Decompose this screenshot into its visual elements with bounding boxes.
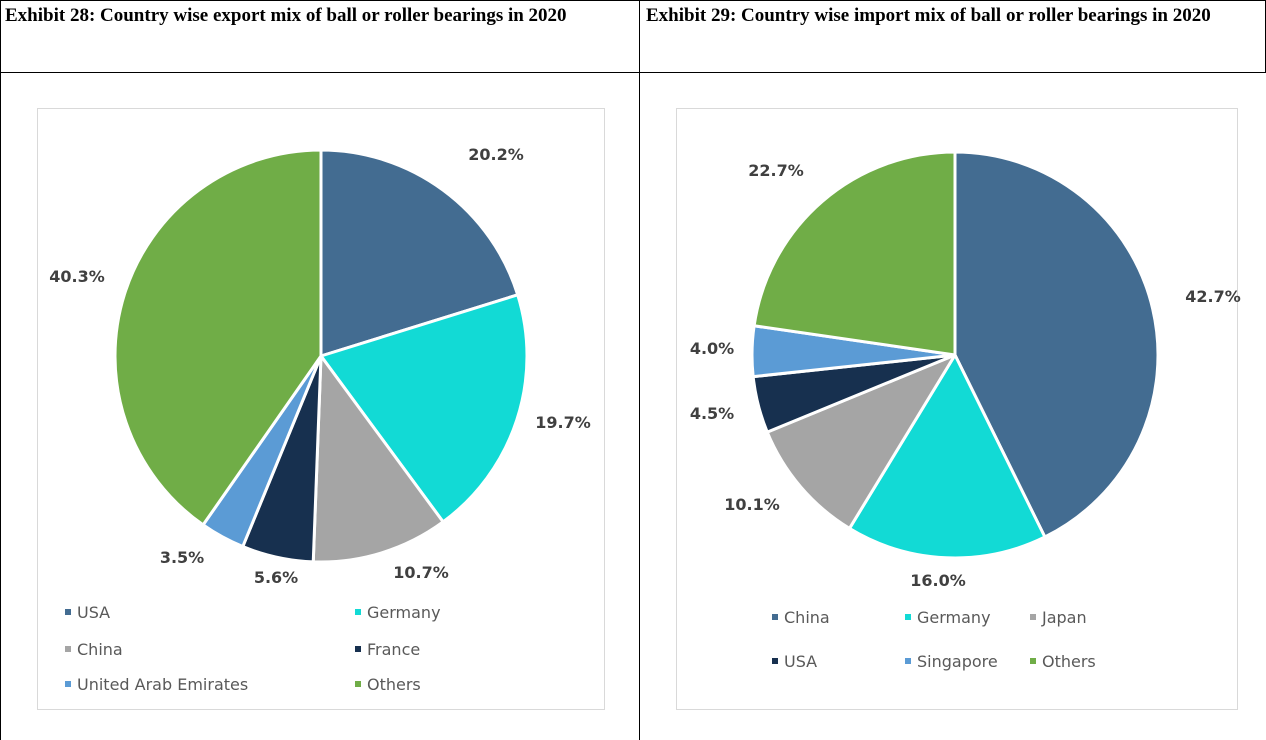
export-slice-others — [113, 148, 323, 527]
import-slice-germany — [847, 353, 1047, 560]
export-legend-text-germany: Germany — [367, 603, 441, 622]
export-legend-swatch-others — [355, 681, 361, 687]
import-label-germany: 16.0% — [910, 571, 966, 590]
import-slice-others — [752, 150, 957, 357]
import-legend-swatch-others — [1030, 658, 1036, 664]
import-label-others: 22.7% — [748, 161, 804, 180]
export-legend-item-china: China — [65, 640, 123, 659]
import-legend-swatch-china — [772, 614, 778, 620]
import-legend-item-usa: USA — [772, 652, 817, 671]
import-legend-item-germany: Germany — [905, 608, 991, 627]
import-legend-swatch-usa — [772, 658, 778, 664]
export-legend-item-france: France — [355, 640, 420, 659]
table-top-border — [0, 0, 1266, 1]
table-left-border — [0, 0, 1, 740]
export-label-united-arab-emirates: 3.5% — [160, 548, 204, 567]
export-label-france: 5.6% — [254, 568, 298, 587]
export-legend-swatch-usa — [65, 609, 71, 615]
right-exhibit-title: Exhibit 29: Country wise import mix of b… — [646, 5, 1211, 26]
import-legend-text-others: Others — [1042, 652, 1096, 671]
import-label-china: 42.7% — [1185, 287, 1241, 306]
import-legend-item-others: Others — [1030, 652, 1096, 671]
export-pie-chart: 20.2% USA 19.7% Germany 10.7% China 5.6% France… — [49, 145, 591, 694]
export-label-usa: 20.2% — [468, 145, 524, 164]
export-legend-text-united-arab-emirates: United Arab Emirates — [77, 675, 248, 694]
import-slice-china — [953, 150, 1160, 539]
export-legend-text-others: Others — [367, 675, 421, 694]
export-legend-item-usa: USA — [65, 603, 110, 622]
export-legend-item-others: Others — [355, 675, 421, 694]
export-slice-usa — [319, 148, 520, 358]
import-label-singapore: 4.0% — [690, 339, 734, 358]
import-legend-swatch-japan — [1030, 614, 1036, 620]
export-legend-text-usa: USA — [77, 603, 110, 622]
export-slice-germany — [319, 293, 529, 524]
import-legend-swatch-singapore — [905, 658, 911, 664]
export-legend-text-china: China — [77, 640, 123, 659]
import-pie-chart: 42.7% China 16.0% Germany 10.1% Japan 4.5% USA 4… — [690, 150, 1241, 671]
import-legend-text-usa: USA — [784, 652, 817, 671]
import-legend-swatch-germany — [905, 614, 911, 620]
import-label-usa: 4.5% — [690, 404, 734, 423]
import-legend-text-singapore: Singapore — [917, 652, 998, 671]
export-label-others: 40.3% — [49, 267, 105, 286]
export-label-china: 10.7% — [393, 563, 449, 582]
export-legend-swatch-germany — [355, 609, 361, 615]
import-legend-item-japan: Japan — [1030, 608, 1087, 627]
import-legend-item-china: China — [772, 608, 830, 627]
export-legend-swatch-france — [355, 646, 361, 652]
export-legend-item-germany: Germany — [355, 603, 441, 622]
import-label-japan: 10.1% — [724, 495, 780, 514]
export-label-germany: 19.7% — [535, 413, 591, 432]
import-legend-text-japan: Japan — [1041, 608, 1087, 627]
import-legend-item-singapore: Singapore — [905, 652, 998, 671]
column-divider — [639, 0, 640, 740]
import-slice-japan — [765, 353, 957, 530]
export-legend-swatch-united-arab-emirates — [65, 681, 71, 687]
export-legend-swatch-china — [65, 646, 71, 652]
export-slice-china — [311, 354, 445, 564]
import-legend-text-china: China — [784, 608, 830, 627]
header-divider — [0, 72, 1266, 73]
import-legend-text-germany: Germany — [917, 608, 991, 627]
export-legend-text-france: France — [367, 640, 420, 659]
left-exhibit-title: Exhibit 28: Country wise export mix of b… — [5, 5, 567, 26]
export-legend-item-united-arab-emirates: United Arab Emirates — [65, 675, 248, 694]
